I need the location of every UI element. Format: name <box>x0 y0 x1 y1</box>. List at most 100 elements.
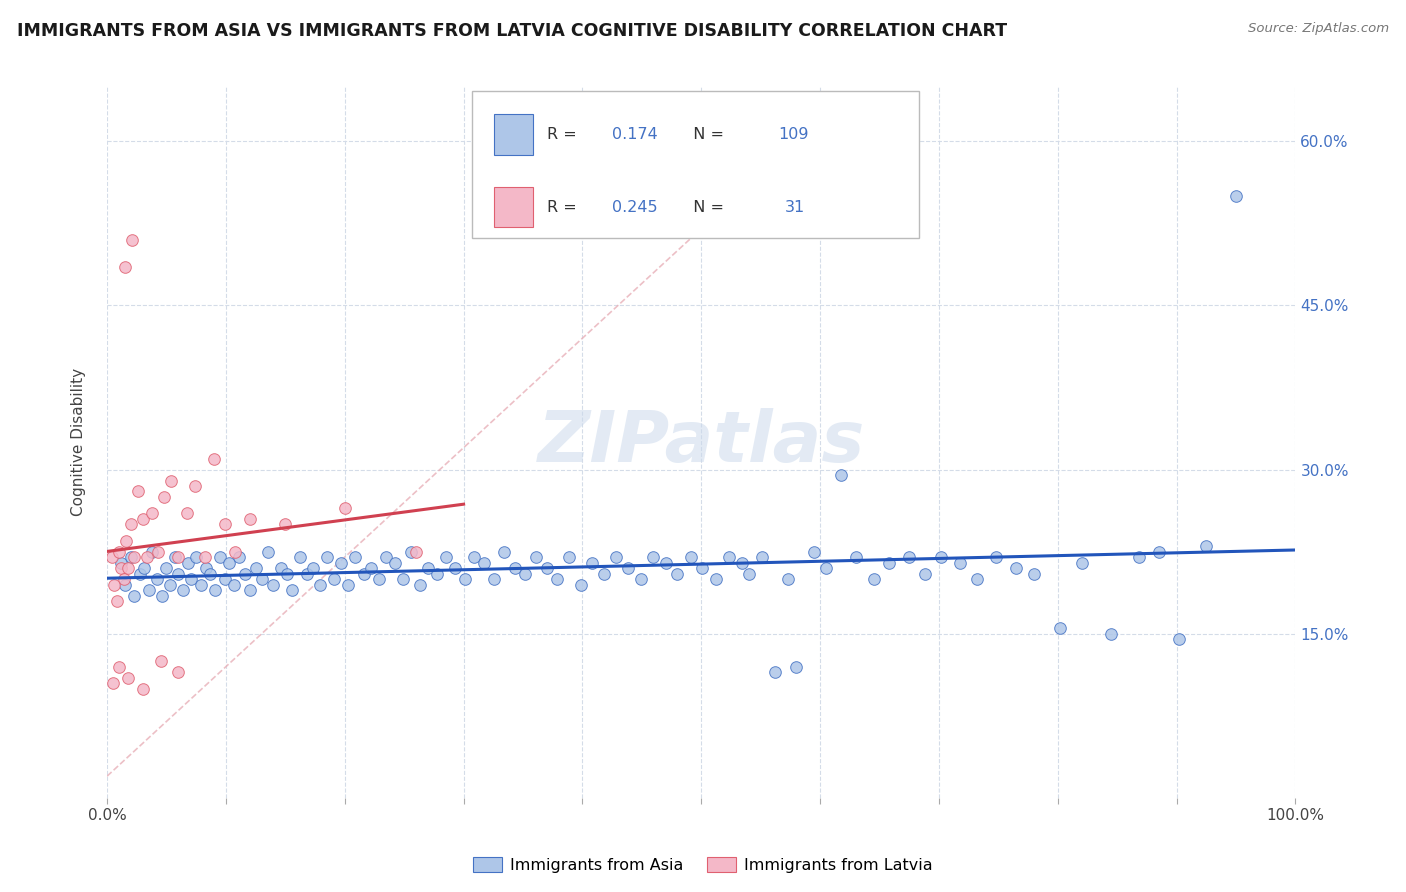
Point <box>569 577 592 591</box>
Point <box>190 577 212 591</box>
Point <box>392 572 415 586</box>
Point <box>1005 561 1028 575</box>
Point <box>605 550 627 565</box>
Point <box>200 566 222 581</box>
Point <box>738 566 761 581</box>
Point <box>1168 632 1191 647</box>
Point <box>233 566 256 581</box>
Point <box>155 561 177 575</box>
Point <box>136 550 159 565</box>
Point <box>167 550 190 565</box>
Point <box>115 533 138 548</box>
Point <box>101 550 124 565</box>
Point <box>914 566 936 581</box>
Point <box>149 654 172 668</box>
Point <box>803 545 825 559</box>
Point <box>262 577 284 591</box>
Text: ZIPatlas: ZIPatlas <box>537 408 865 476</box>
Point <box>679 550 702 565</box>
Point <box>141 545 163 559</box>
Point <box>1128 550 1150 565</box>
Point <box>323 572 346 586</box>
Point <box>776 572 799 586</box>
Point <box>176 507 198 521</box>
Point <box>666 566 689 581</box>
Point <box>472 556 495 570</box>
Point <box>167 665 190 680</box>
Point <box>1022 566 1045 581</box>
Point <box>105 594 128 608</box>
Point <box>167 566 190 581</box>
Point <box>214 517 236 532</box>
Point <box>129 566 152 581</box>
Point <box>117 561 139 575</box>
Point <box>785 659 807 673</box>
Point <box>316 550 339 565</box>
Text: 109: 109 <box>779 128 808 142</box>
Point <box>270 561 292 575</box>
Point <box>731 556 754 570</box>
Text: R =: R = <box>547 200 582 215</box>
Point <box>360 561 382 575</box>
Point <box>536 561 558 575</box>
Point <box>405 545 427 559</box>
Point <box>239 582 262 597</box>
Point <box>245 561 267 575</box>
Point <box>375 550 398 565</box>
Point <box>194 561 217 575</box>
Point <box>250 572 273 586</box>
Point <box>692 561 714 575</box>
Point <box>426 566 449 581</box>
Point <box>337 577 360 591</box>
Point <box>124 550 146 565</box>
Point <box>150 589 173 603</box>
Point <box>558 550 581 565</box>
Point <box>120 517 142 532</box>
Point <box>214 572 236 586</box>
Point <box>160 474 183 488</box>
Point <box>281 582 304 597</box>
Point <box>641 550 664 565</box>
Point <box>184 479 207 493</box>
Point <box>224 577 246 591</box>
Point <box>654 556 676 570</box>
Point <box>949 556 972 570</box>
Point <box>239 512 262 526</box>
Point <box>276 566 298 581</box>
Point <box>108 545 131 559</box>
Point <box>120 550 142 565</box>
Point <box>353 566 375 581</box>
Point <box>1147 545 1170 559</box>
Point <box>1225 189 1247 203</box>
Point <box>163 550 186 565</box>
Point <box>132 561 155 575</box>
Point <box>274 517 297 532</box>
Point <box>218 556 240 570</box>
Point <box>202 451 225 466</box>
Point <box>1049 621 1071 635</box>
Point <box>141 507 163 521</box>
Legend: Immigrants from Asia, Immigrants from Latvia: Immigrants from Asia, Immigrants from La… <box>467 851 939 880</box>
FancyBboxPatch shape <box>495 114 533 154</box>
Point <box>330 556 353 570</box>
Point <box>751 550 773 565</box>
Point <box>146 572 169 586</box>
Point <box>114 577 136 591</box>
Point <box>132 512 155 526</box>
Point <box>138 582 160 597</box>
Point <box>966 572 988 586</box>
Point <box>845 550 868 565</box>
Point <box>193 550 215 565</box>
Point <box>114 260 136 274</box>
Text: 0.245: 0.245 <box>612 200 658 215</box>
Point <box>228 550 250 565</box>
Point <box>984 550 1007 565</box>
Point <box>408 577 430 591</box>
Point <box>256 545 278 559</box>
Point <box>308 577 330 591</box>
Text: N =: N = <box>683 200 730 215</box>
Point <box>831 468 853 483</box>
Point <box>288 550 311 565</box>
Point <box>101 676 124 690</box>
Point <box>103 577 125 591</box>
